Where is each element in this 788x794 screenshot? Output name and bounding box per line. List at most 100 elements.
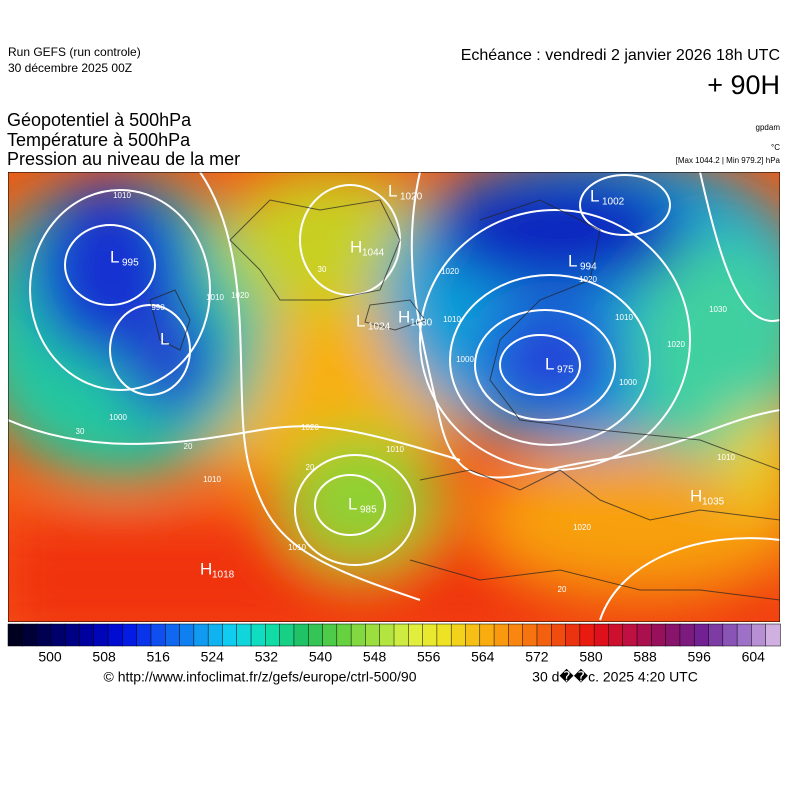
- colorbar-label: 596: [688, 649, 712, 665]
- contour-label: 1010: [443, 315, 461, 324]
- horizon: + 90H: [707, 70, 780, 100]
- colorbar-swatch: [765, 623, 781, 647]
- colorbar-label: 556: [417, 649, 441, 665]
- colorbar-swatch: [479, 623, 495, 647]
- title: Température à 500hPa: [7, 130, 191, 150]
- contour-label: 1020: [573, 523, 591, 532]
- center-letter: L: [356, 311, 365, 330]
- colorbar-label: 564: [471, 649, 495, 665]
- colorbar-swatch: [736, 623, 753, 647]
- colorbar-swatch: [207, 623, 224, 647]
- contour-label: 1010: [206, 293, 224, 302]
- contour-label: 1020: [441, 267, 459, 276]
- colorbar-swatch: [265, 623, 281, 647]
- contour-label: 30: [318, 265, 327, 274]
- center-letter: H: [200, 559, 212, 578]
- contour-label: 1010: [615, 313, 633, 322]
- colorbar-swatch: [722, 623, 738, 647]
- colorbar-label: 588: [633, 649, 657, 665]
- run-date: 30 décembre 2025 00Z: [8, 61, 132, 75]
- unit: gpdam: [756, 123, 781, 132]
- colorbar: 500 508 516 524 532 540 548 556 564 572 580 588 596 6…: [7, 623, 781, 665]
- colorbar-swatch: [665, 623, 681, 647]
- title: Pression au niveau de la mer: [7, 149, 240, 169]
- colorbar-swatch: [365, 623, 381, 647]
- center-letter: L: [388, 181, 397, 200]
- colorbar-swatch: [36, 623, 52, 647]
- colorbar-swatch: [508, 623, 524, 647]
- colorbar-label: 524: [201, 649, 225, 665]
- colorbar-swatch: [693, 623, 710, 647]
- colorbar-swatch: [107, 623, 124, 647]
- contour-label: 20: [558, 585, 567, 594]
- colorbar-label: 604: [742, 649, 766, 665]
- colorbar-swatch: [93, 623, 109, 647]
- colorbar-swatch: [193, 623, 209, 647]
- colorbar-swatch: [350, 623, 367, 647]
- colorbar-swatch: [450, 623, 467, 647]
- colorbar-label: 516: [147, 649, 171, 665]
- center-letter: H: [398, 307, 410, 326]
- run: Run GEFS (run controle): [8, 45, 141, 59]
- unit: °C: [771, 143, 780, 152]
- center-value: 1020: [400, 192, 423, 203]
- contour-label: 1020: [579, 275, 597, 284]
- contour-label: 1020: [231, 291, 249, 300]
- colorbar-label: 548: [363, 649, 387, 665]
- colorbar-swatch: [593, 623, 610, 647]
- colorbar-swatch: [522, 623, 538, 647]
- colorbar-swatch: [122, 623, 138, 647]
- contour-label: 1020: [301, 423, 319, 432]
- colorbar-swatch: [622, 623, 638, 647]
- title: Géopotentiel à 500hPa: [7, 110, 192, 130]
- colorbar-swatch: [422, 623, 438, 647]
- contour-label: 1010: [288, 543, 306, 552]
- contour-labels: 1010 990 1010 1020 1000 1020 1010 1010 1020 1010 1…: [76, 191, 736, 594]
- colorbar-swatch: [393, 623, 410, 647]
- center-value: 1030: [410, 318, 433, 329]
- colorbar-swatch: [64, 623, 81, 647]
- center-letter: L: [110, 247, 119, 266]
- colorbar-swatch: [250, 623, 267, 647]
- colorbar-swatch: [136, 623, 152, 647]
- contour-label: 20: [306, 463, 315, 472]
- colorbar-swatch: [636, 623, 653, 647]
- colorbar-swatch: [222, 623, 238, 647]
- colorbar-swatch: [579, 623, 595, 647]
- colorbar-swatch: [708, 623, 724, 647]
- colorbar-swatch: [279, 623, 295, 647]
- center-value: 1018: [212, 570, 235, 581]
- colorbar-swatch: [751, 623, 767, 647]
- echeance: Echéance : vendredi 2 janvier 2026 18h U…: [461, 47, 780, 64]
- center-letter: H: [350, 237, 362, 256]
- colorbar-swatch: [551, 623, 567, 647]
- center-value: 985: [360, 505, 377, 516]
- contour-label: 1000: [619, 378, 637, 387]
- colorbar-swatch: [150, 623, 167, 647]
- colorbar-swatch: [293, 623, 309, 647]
- colorbar-label: 532: [255, 649, 279, 665]
- colorbar-swatch: [50, 623, 66, 647]
- colorbar-swatch: [307, 623, 324, 647]
- center-value: 994: [580, 262, 597, 273]
- center-value: 995: [122, 258, 139, 269]
- colorbar-swatch: [79, 623, 95, 647]
- colorbar-swatch: [408, 623, 424, 647]
- center-value: 1044: [362, 248, 385, 259]
- contour-label: 990: [151, 303, 165, 312]
- center-letter: L: [160, 329, 169, 348]
- contour-label: 1010: [717, 453, 735, 462]
- contour-label: 1010: [203, 475, 221, 484]
- contour-label: 1010: [386, 445, 404, 454]
- center-value: 1002: [602, 197, 625, 208]
- colorbar-swatch: [379, 623, 395, 647]
- center-value: 975: [557, 365, 574, 376]
- colorbar-label: 500: [38, 649, 62, 665]
- center-letter: L: [348, 494, 357, 513]
- colorbar-swatch: [536, 623, 553, 647]
- contour-label: 1010: [113, 191, 131, 200]
- colorbar-swatch: [608, 623, 624, 647]
- contour-label: 1000: [109, 413, 127, 422]
- colorbar-swatch: [565, 623, 581, 647]
